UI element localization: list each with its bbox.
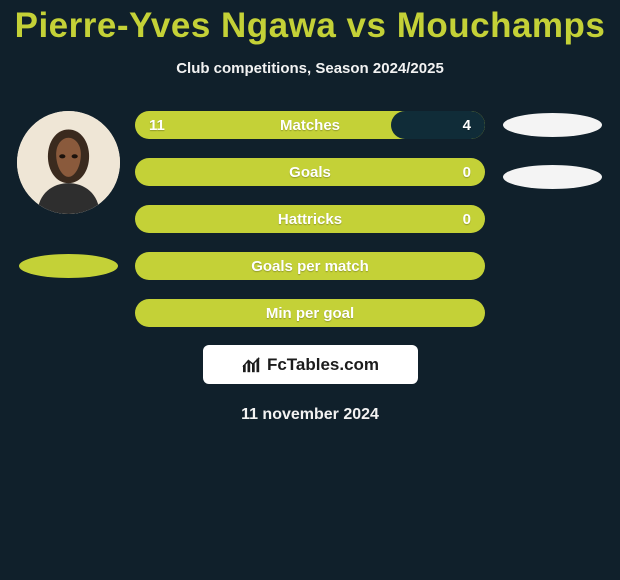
player-right-flag-1 [503, 113, 602, 137]
player-right-flag-2 [503, 165, 602, 189]
avatar-placeholder-icon [17, 111, 120, 214]
stat-bars: 11 Matches 4 Goals 0 Hattricks 0 Goals p… [135, 111, 485, 327]
player-right-column [492, 111, 612, 189]
stat-right-value: 0 [463, 205, 471, 233]
chart-icon [241, 356, 263, 374]
stat-right-value: 0 [463, 158, 471, 186]
page-title: Pierre-Yves Ngawa vs Mouchamps [0, 0, 620, 46]
date-label: 11 november 2024 [0, 406, 620, 424]
player-left-flag [19, 254, 118, 278]
stat-label: Goals [135, 158, 485, 186]
stat-bar-matches: 11 Matches 4 [135, 111, 485, 139]
player-left-avatar [17, 111, 120, 214]
stat-bar-goals: Goals 0 [135, 158, 485, 186]
player-left-column [8, 111, 128, 278]
stat-label: Hattricks [135, 205, 485, 233]
stat-label: Min per goal [135, 299, 485, 327]
stat-bar-hattricks: Hattricks 0 [135, 205, 485, 233]
comparison-panel: 11 Matches 4 Goals 0 Hattricks 0 Goals p… [0, 111, 620, 424]
source-logo-text: FcTables.com [267, 355, 379, 375]
stat-right-value: 4 [463, 111, 471, 139]
stat-bar-min-per-goal: Min per goal [135, 299, 485, 327]
subtitle: Club competitions, Season 2024/2025 [0, 60, 620, 77]
stat-bar-goals-per-match: Goals per match [135, 252, 485, 280]
stat-label: Goals per match [135, 252, 485, 280]
stat-label: Matches [135, 111, 485, 139]
source-logo: FcTables.com [203, 345, 418, 384]
